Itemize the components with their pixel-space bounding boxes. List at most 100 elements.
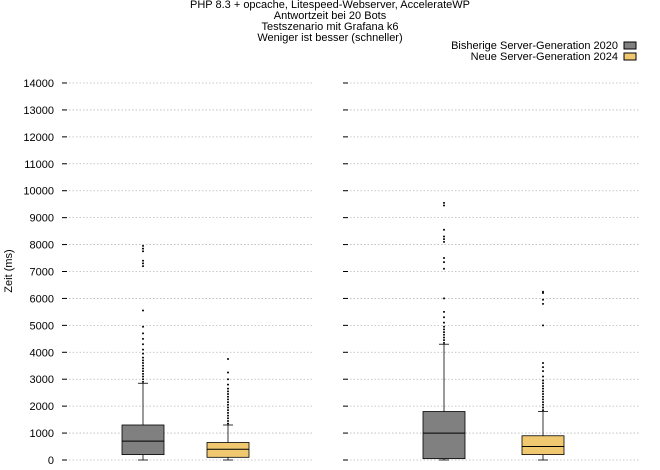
outlier-point [227,401,229,404]
outlier-point [443,228,445,231]
outlier-point [443,238,445,241]
outlier-point [443,325,445,328]
outlier-point [142,370,144,373]
outlier-point [142,356,144,359]
y-tick-label: 2000 [30,401,54,413]
outlier-point [227,409,229,412]
outlier-point [542,324,544,327]
outlier-point [542,384,544,387]
outlier-point [142,244,144,247]
outlier-point [227,419,229,422]
outlier-point [227,411,229,414]
outlier-point [142,343,144,346]
box-iqr [521,435,565,456]
outlier-point [542,406,544,409]
legend-swatch-2020 [623,41,637,50]
outlier-point [142,359,144,362]
outlier-point [142,325,144,328]
outlier-point [227,422,229,425]
outlier-point [227,417,229,420]
outlier-point [142,337,144,340]
outlier-point [443,257,445,260]
outlier-point [443,297,445,300]
outlier-point [227,383,229,386]
outlier-point [542,362,544,365]
outlier-point [142,367,144,370]
outlier-point [443,328,445,331]
box-2024 [521,290,565,461]
y-tick-label: 9000 [30,213,54,225]
y-tick-label: 12000 [23,132,54,144]
title-line-1: PHP 8.3 + opcache, Litespeed-Webserver, … [190,0,470,11]
legend-label-2024: Neue Server-Generation 2024 [471,51,618,63]
outlier-point [542,398,544,401]
outlier-point [142,262,144,265]
y-tick-label: 8000 [30,240,54,252]
outlier-point [142,309,144,312]
outlier-point [443,204,445,207]
outlier-point [443,339,445,342]
outlier-point [542,290,544,293]
outlier-point [142,372,144,375]
y-tick-label: 3000 [30,374,54,386]
legend-swatch-2024 [623,52,637,61]
y-tick-label: 6000 [30,293,54,305]
outlier-point [227,390,229,393]
outlier-point [142,362,144,365]
outlier-point [443,201,445,204]
outlier-point [542,390,544,393]
outlier-point [542,302,544,305]
chart-title: PHP 8.3 + opcache, Litespeed-Webserver, … [190,0,470,44]
outlier-point [542,401,544,404]
title-line-2: Antwortzeit bei 20 Bots [274,10,387,22]
outlier-point [227,378,229,381]
outlier-point [542,370,544,373]
y-axis-label: Zeit (ms) [3,249,15,292]
y-tick-label: 13000 [23,105,54,117]
boxes-layer [121,201,565,461]
outlier-point [142,250,144,253]
y-tick-label: 1000 [30,428,54,440]
outlier-point [443,267,445,270]
y-tick-label: 7000 [30,267,54,279]
outlier-point [227,406,229,409]
box-iqr [121,424,165,456]
outlier-point [542,382,544,385]
outlier-point [542,403,544,406]
title-line-3: Testszenario mit Grafana k6 [262,21,399,33]
outlier-point [227,371,229,374]
outlier-point [227,387,229,390]
y-tick-label: 14000 [23,78,54,90]
outlier-point [142,364,144,367]
outlier-point [443,341,445,344]
outlier-point [443,336,445,339]
outlier-point [443,321,445,324]
outlier-point [142,259,144,262]
outlier-point [542,387,544,390]
legend-label-2020: Bisherige Server-Generation 2020 [451,40,618,52]
y-tick-label: 11000 [24,159,54,171]
outlier-point [443,331,445,334]
outlier-point [142,378,144,381]
grid-layer [62,82,640,461]
y-tick-label: 0 [48,455,54,467]
outlier-point [142,352,144,355]
outlier-point [443,240,445,243]
outlier-point [443,316,445,319]
outlier-point [142,332,144,335]
box-2024 [206,358,250,461]
outlier-point [443,333,445,336]
outlier-point [542,375,544,378]
outlier-point [443,261,445,264]
outlier-point [542,366,544,369]
outlier-point [142,265,144,268]
outlier-point [542,395,544,398]
outlier-point [542,298,544,301]
box-2020 [422,201,466,461]
outlier-point [227,358,229,361]
box-iqr [422,411,466,460]
outlier-point [142,348,144,351]
title-line-4: Weniger ist besser (schneller) [257,32,402,44]
outlier-point [542,379,544,382]
